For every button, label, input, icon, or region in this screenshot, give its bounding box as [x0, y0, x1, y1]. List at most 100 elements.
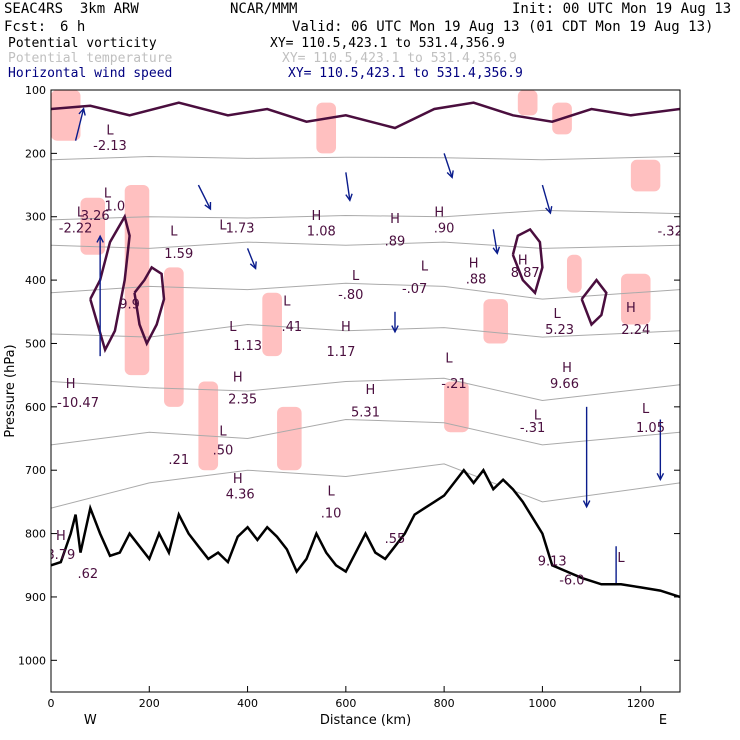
chart-annotation: 1.13 — [233, 339, 262, 354]
x-tick-label: 800 — [434, 697, 455, 710]
pv-contour — [580, 278, 608, 327]
chart-annotation: L — [77, 206, 85, 221]
y-tick-label: 500 — [25, 337, 46, 350]
chart-annotation: L — [642, 402, 650, 417]
chart-annotation: .90 — [434, 222, 455, 237]
chart-annotation: L — [421, 260, 429, 275]
wind-vector-head — [204, 202, 212, 211]
x-end-label-west: W — [84, 713, 97, 728]
chart-annotation: .50 — [213, 443, 234, 458]
terrain-fill — [51, 470, 680, 692]
chart-annotation: L — [283, 294, 291, 309]
y-tick-label: 600 — [25, 401, 46, 414]
chart-annotation: -1.73 — [221, 222, 255, 237]
pv-fill-region — [316, 102, 337, 154]
chart-annotation: L — [352, 269, 360, 284]
wind-vector — [74, 108, 85, 141]
chart-annotation: -.31 — [520, 421, 545, 436]
pv-contour — [51, 101, 680, 130]
chart-annotation: H — [366, 383, 376, 398]
chart-annotation: 1.59 — [164, 247, 193, 262]
chart-annotation: H — [233, 370, 243, 385]
pv-fill-region — [566, 254, 582, 293]
wind-vector-head — [656, 472, 665, 482]
chart-annotation: .89 — [385, 234, 406, 249]
chart-annotation: 2.35 — [228, 393, 257, 408]
wind-vector-head — [545, 206, 553, 215]
field-label-wind: Horizontal wind speed — [8, 66, 173, 81]
chart-annotation: H — [341, 320, 351, 335]
chart-annotation: .88 — [466, 272, 487, 287]
theta-contour — [51, 209, 680, 221]
wind-vector — [345, 172, 351, 201]
chart-annotation: L — [229, 320, 237, 335]
chart-annotation: 1.17 — [326, 345, 355, 360]
theta-contour — [51, 463, 680, 509]
chart-annotation: -.32 — [657, 225, 682, 240]
model-title: SEAC4RS 3km ARW — [4, 1, 139, 17]
chart-annotation: -2.22 — [59, 222, 93, 237]
chart-annotation: 9.13 — [538, 554, 567, 569]
x-axis-title: Distance (km) — [320, 713, 411, 728]
x-end-label-east: E — [659, 713, 667, 728]
pv-fill-region — [51, 90, 81, 141]
pv-contour — [89, 213, 131, 354]
init-time: Init: 00 UTC Mon 19 Aug 13 — [512, 1, 732, 17]
pv-contour — [133, 265, 166, 347]
pv-fill-region — [198, 381, 219, 471]
pv-fill-region — [80, 197, 106, 255]
pv-fill-region — [262, 292, 282, 357]
theta-contour — [51, 241, 680, 249]
theta-contour — [51, 418, 680, 446]
chart-annotation: 8.87 — [511, 266, 540, 281]
wind-vector — [197, 184, 212, 210]
field-xy-pv: XY= 110.5,423.1 to 531.4,356.9 — [270, 36, 505, 51]
chart-annotation: L — [170, 225, 178, 240]
x-tick-label: 600 — [335, 697, 356, 710]
chart-annotation: L — [327, 485, 335, 500]
chart-annotation: H — [233, 472, 243, 487]
chart-annotation: .41 — [281, 320, 302, 335]
plot-frame — [50, 89, 681, 693]
y-tick-label: 100 — [25, 84, 46, 97]
wind-vector — [443, 153, 453, 178]
theta-contour — [51, 282, 680, 300]
chart-annotation: L — [219, 218, 227, 233]
chart-annotation: H — [469, 256, 479, 271]
wind-vector-head — [96, 234, 104, 243]
y-tick-label: 800 — [25, 528, 46, 541]
chart-annotation: H — [518, 253, 528, 268]
pv-fill-region — [483, 299, 509, 344]
pv-fill-region — [630, 159, 661, 192]
chart-annotation: 9.66 — [550, 377, 579, 392]
pv-fill-region — [621, 273, 651, 325]
y-tick-label: 1000 — [18, 654, 46, 667]
wind-vector-head — [446, 170, 454, 179]
chart-annotation: .55 — [385, 532, 406, 547]
wind-vector — [541, 184, 552, 214]
y-axis-title: Pressure (hPa) — [3, 344, 18, 437]
field-label-pv: Potential vorticity — [8, 36, 157, 51]
wind-vector — [246, 248, 257, 269]
chart-annotation: -.80 — [338, 288, 363, 303]
chart-annotation: L — [617, 551, 625, 566]
y-tick-label: 700 — [25, 464, 46, 477]
chart-annotation: 8.79 — [46, 548, 75, 563]
chart-annotation: L — [445, 351, 453, 366]
chart-annotation: 4.36 — [226, 488, 255, 503]
chart-annotation: 1.0 — [105, 199, 126, 214]
x-tick-label: 1000 — [528, 697, 556, 710]
chart-annotation: 3.26 — [81, 209, 110, 224]
wind-vector-head — [391, 325, 399, 334]
field-xy-theta: XY= 110.5,423.1 to 531.4,356.9 — [282, 51, 517, 66]
pv-fill-region — [164, 267, 184, 407]
theta-contour — [51, 377, 680, 402]
x-tick-label: 200 — [139, 697, 160, 710]
chart-annotation: L — [106, 123, 114, 138]
chart-annotation: 9.9 — [119, 298, 140, 313]
chart-annotation: 2.24 — [621, 323, 650, 338]
chart-annotation: -.07 — [402, 282, 427, 297]
chart-annotation: L — [534, 409, 542, 424]
fcst-label: Fcst: — [4, 19, 47, 35]
